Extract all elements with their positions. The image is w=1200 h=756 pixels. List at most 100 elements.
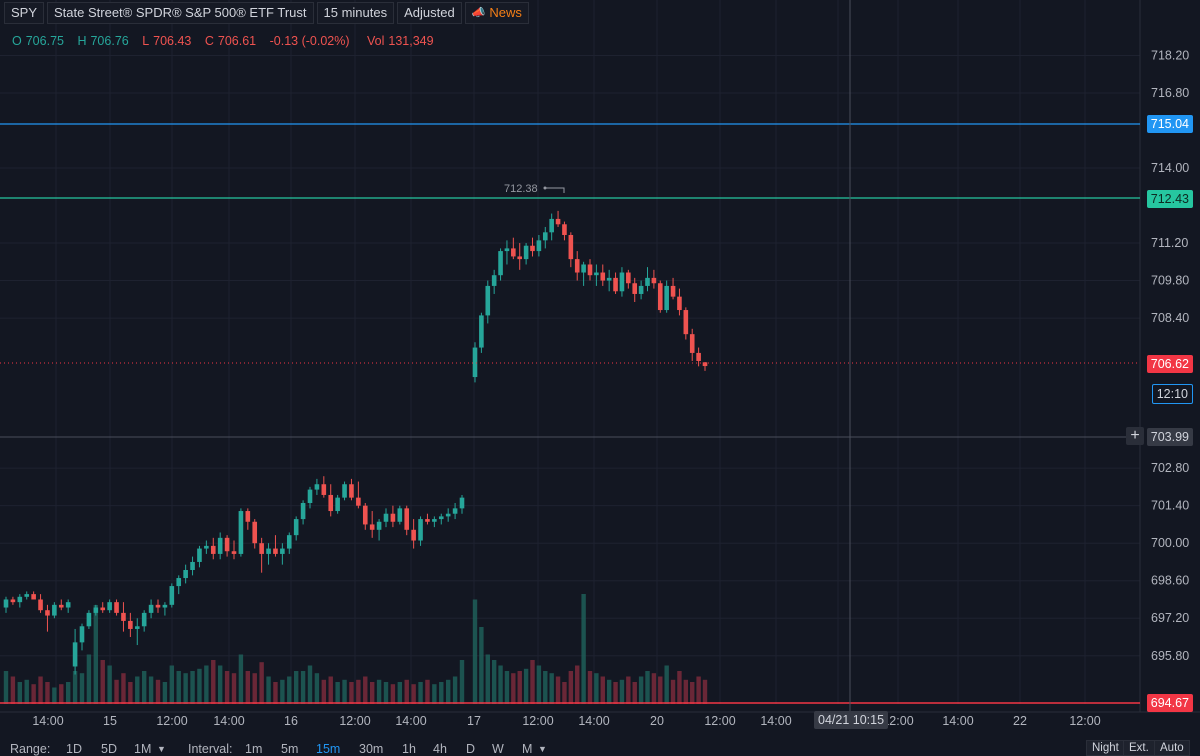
interval-5m[interactable]: 5m <box>281 742 299 756</box>
candle-body <box>594 272 599 276</box>
price-tick-label: 711.20 <box>1151 236 1188 250</box>
night-toggle[interactable]: Night <box>1086 740 1125 756</box>
volume-bar <box>439 682 444 704</box>
volume-bar <box>217 665 223 704</box>
add-line-icon[interactable]: + <box>1126 427 1144 445</box>
time-tick-label: 20 <box>650 714 664 728</box>
candle-body <box>107 602 112 611</box>
price-tick-label: 708.40 <box>1151 311 1189 325</box>
time-tick-label: 16 <box>284 714 298 728</box>
symbol-label[interactable]: SPY <box>4 2 45 24</box>
range-5d[interactable]: 5D <box>101 742 117 756</box>
volume-bar <box>606 679 612 704</box>
volume-bar <box>86 654 92 704</box>
volume-bar <box>670 679 676 704</box>
volume-bar <box>619 679 625 704</box>
candle-body <box>606 277 612 281</box>
volume-bar <box>10 676 16 704</box>
interval-4h[interactable]: 4h <box>433 742 447 756</box>
candle-body <box>404 508 410 530</box>
auto-scale-toggle[interactable]: Auto <box>1154 740 1190 756</box>
price-tick-label: 697.20 <box>1151 611 1189 625</box>
time-tick-label: 14:00 <box>32 714 63 728</box>
interval-1h[interactable]: 1h <box>402 742 416 756</box>
volume-bar <box>356 679 361 704</box>
volume-bar <box>259 662 264 704</box>
volume-bar <box>369 682 375 704</box>
range-1d[interactable]: 1D <box>66 742 82 756</box>
high-value: 706.76 <box>90 34 129 48</box>
candle-body <box>683 310 689 335</box>
candle-body <box>38 599 43 611</box>
volume-bar <box>432 684 437 704</box>
candle-body <box>273 548 278 554</box>
candle-body <box>362 505 368 525</box>
volume-bar <box>266 676 271 704</box>
green-line-price-label: 712.43 <box>1146 190 1193 208</box>
close-value: 706.61 <box>217 34 257 48</box>
instrument-name[interactable]: State Street® SPDR® S&P 500® ETF Trust <box>47 2 314 24</box>
adjusted-label[interactable]: Adjusted <box>397 2 462 24</box>
news-label: News <box>489 5 522 20</box>
interval-15m[interactable]: 15m <box>316 742 341 756</box>
time-tick-label: 14:00 <box>942 714 973 728</box>
volume-bar <box>472 599 478 704</box>
volume-bar <box>238 654 244 704</box>
range-chevron-down-icon[interactable]: ▼ <box>157 744 166 754</box>
interval-1m[interactable]: 1m <box>245 742 263 756</box>
close-label: C <box>204 34 214 48</box>
interval-m[interactable]: M <box>522 742 533 756</box>
volume-bar <box>252 673 257 704</box>
candle-body <box>657 283 663 311</box>
volume-bar <box>107 665 112 704</box>
candle-body <box>114 602 119 613</box>
last-price-label: 706.62 <box>1146 355 1193 373</box>
candle-body <box>517 256 523 260</box>
candle-body <box>523 245 529 260</box>
time-tick-label: 17 <box>467 714 481 728</box>
news-button[interactable]: 📣 News <box>464 2 529 24</box>
candle-body <box>210 545 216 554</box>
candle-body <box>217 537 223 554</box>
candle-body <box>555 218 561 225</box>
volume-bar <box>485 654 490 704</box>
candle-body <box>670 285 676 297</box>
interval-w[interactable]: W <box>492 742 504 756</box>
candle-body <box>293 519 299 536</box>
candle-body <box>204 545 209 549</box>
candle-body <box>10 599 16 603</box>
volume-bar <box>211 660 216 704</box>
volume-bar <box>45 682 50 704</box>
high-marker-leader <box>545 187 565 193</box>
volume-bar <box>613 682 618 704</box>
volume-bar <box>190 671 195 704</box>
volume-bar <box>562 682 567 704</box>
candle-body <box>574 259 580 273</box>
volume-bar <box>148 676 154 704</box>
open-value: 706.75 <box>25 34 64 48</box>
volume-bar <box>93 605 99 704</box>
candle-body <box>65 602 71 608</box>
interval-d[interactable]: D <box>466 742 476 756</box>
interval-chevron-down-icon[interactable]: ▼ <box>538 744 547 754</box>
interval-30m[interactable]: 30m <box>359 742 384 756</box>
price-tick-label: 716.80 <box>1151 86 1189 100</box>
time-tick-label: 12:00 <box>704 714 735 728</box>
volume-bar <box>664 665 669 704</box>
candle-body <box>479 315 484 348</box>
interval-label[interactable]: 15 minutes <box>316 2 395 24</box>
range-1m[interactable]: 1M <box>134 742 152 756</box>
candle-body <box>286 535 292 549</box>
volume-bar <box>491 660 497 704</box>
volume-bar <box>397 682 403 704</box>
volume-bar <box>390 684 396 704</box>
candle-body <box>432 519 437 522</box>
volume-bar <box>404 679 409 704</box>
price-tick-label: 698.60 <box>1151 574 1189 588</box>
volume-bar <box>568 671 574 704</box>
candle-body <box>121 612 126 621</box>
candle-body <box>280 548 285 554</box>
candle-body <box>141 612 147 627</box>
volume-bar <box>287 676 292 704</box>
